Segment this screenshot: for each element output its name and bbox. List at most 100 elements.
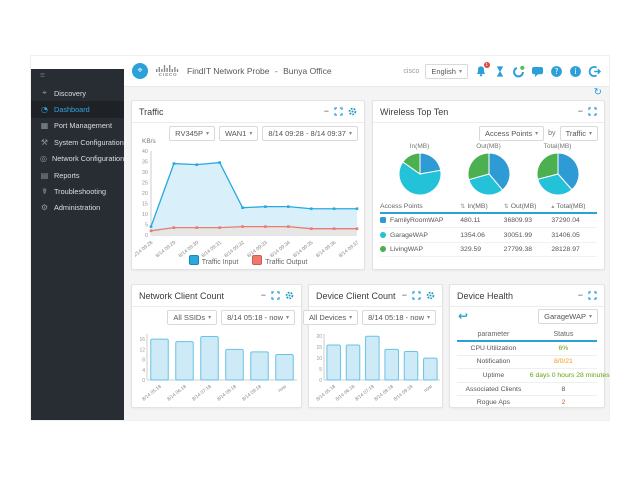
pie-chart: Out(MB) bbox=[467, 143, 511, 196]
date-range-select[interactable]: 8/14 05:18 - now bbox=[221, 310, 295, 325]
status-cell: 2 bbox=[529, 395, 597, 410]
status-cell: 8 bbox=[529, 382, 597, 397]
sidebar-item-label: Administration bbox=[54, 203, 101, 213]
administration-icon: ⚙ bbox=[40, 203, 49, 213]
date-range-select[interactable]: 8/14 05:18 - now bbox=[362, 310, 436, 325]
cisco-logo: CISCO bbox=[156, 64, 180, 78]
traffic-filters: RV345P WAN1 8/14 09:28 - 8/14 09:37 bbox=[169, 126, 358, 141]
settings-gear-icon[interactable] bbox=[426, 291, 435, 300]
sidebar-item-administration[interactable]: ⚙ Administration bbox=[31, 200, 124, 216]
traffic-panel: Traffic − RV345P WAN1 8/14 09:28 - 8/14 … bbox=[131, 100, 365, 270]
svg-text:8/14 06:18: 8/14 06:18 bbox=[166, 384, 188, 403]
notifications-bell-icon[interactable]: 1 bbox=[474, 61, 490, 78]
value-cell: 30051.99 bbox=[503, 227, 552, 243]
value-cell: 36809.93 bbox=[503, 213, 552, 229]
wireless-filters: Access Points by Traffic bbox=[479, 126, 598, 141]
parameter-cell: Uptime bbox=[457, 368, 530, 383]
sort-icon: ▴ bbox=[551, 203, 555, 210]
sidebar-item-label: Dashboard bbox=[54, 105, 90, 115]
app-window: ⌖ CISCO FindIT Network Probe - Bunya Off… bbox=[30, 55, 610, 421]
svg-text:20: 20 bbox=[316, 334, 322, 340]
sidebar-item-reports[interactable]: ▤ Reports bbox=[31, 167, 124, 183]
header-actions: cisco English 1 ? i bbox=[403, 61, 601, 79]
settings-gear-icon[interactable] bbox=[285, 291, 294, 300]
cisco-bars-icon bbox=[156, 64, 179, 72]
sidebar-item-discovery[interactable]: ⌖ Discovery bbox=[31, 85, 124, 101]
health-device-select[interactable]: GarageWAP bbox=[538, 309, 598, 324]
device-client-count-panel: Device Client Count − All Devices 8/14 0… bbox=[303, 284, 443, 408]
parameter-cell: Associated Clients bbox=[457, 382, 530, 397]
svg-text:10: 10 bbox=[316, 356, 322, 362]
collapse-icon[interactable]: − bbox=[323, 106, 329, 116]
svg-text:i: i bbox=[574, 67, 576, 76]
column-header[interactable]: ⇅ In(MB) bbox=[460, 201, 504, 214]
expand-icon[interactable] bbox=[412, 291, 421, 300]
status-cell: 6 days 0 hours 28 minutes bbox=[529, 368, 610, 383]
access-point-name: LivingWAP bbox=[380, 242, 461, 258]
status-cell: 8/0/21 bbox=[529, 355, 597, 370]
update-status-icon[interactable] bbox=[512, 65, 525, 78]
health-table-header-row: parameter Status bbox=[457, 329, 597, 342]
sidebar-item-troubleshooting[interactable]: ☤ Troubleshooting bbox=[31, 183, 124, 199]
sidebar-item-label: Network Configuration bbox=[51, 154, 125, 164]
expand-icon[interactable] bbox=[588, 107, 597, 116]
settings-gear-icon[interactable] bbox=[348, 107, 357, 116]
table-row: FamilyRoomWAP 480.11 36809.93 37290.04 bbox=[380, 213, 597, 229]
value-cell: 1354.06 bbox=[460, 227, 504, 243]
system-config-icon: ⚒ bbox=[40, 137, 49, 147]
feedback-chat-icon[interactable] bbox=[531, 65, 544, 78]
svg-text:8: 8 bbox=[142, 358, 145, 364]
sidebar-item-label: System Configuration bbox=[54, 137, 124, 147]
svg-text:4: 4 bbox=[142, 368, 145, 374]
pie-title: Out(MB) bbox=[476, 143, 501, 150]
help-icon[interactable]: ? bbox=[550, 65, 563, 78]
ssid-select[interactable]: All SSIDs bbox=[167, 310, 218, 325]
sidebar-nav: ⌖ Discovery ◔ Dashboard ▦ Port Management ⚒ Sys… bbox=[31, 85, 124, 216]
expand-icon[interactable] bbox=[271, 291, 280, 300]
column-header[interactable]: ⇅ Out(MB) bbox=[503, 201, 552, 214]
table-row: LivingWAP 329.59 27799.38 28128.97 bbox=[380, 242, 597, 258]
svg-text:8/14 07:18: 8/14 07:18 bbox=[191, 384, 213, 403]
pie-chart: Total(MB) bbox=[536, 143, 580, 196]
date-range-select[interactable]: 8/14 09:28 - 8/14 09:37 bbox=[262, 126, 358, 141]
logout-icon[interactable] bbox=[588, 65, 601, 78]
expand-icon[interactable] bbox=[334, 107, 343, 116]
svg-text:8/14 08:18: 8/14 08:18 bbox=[216, 384, 238, 403]
collapse-icon[interactable]: − bbox=[577, 106, 583, 116]
sidebar-item-system-configuration[interactable]: ⚒ System Configuration bbox=[31, 134, 124, 150]
back-arrow-icon[interactable]: ↩ bbox=[458, 309, 469, 323]
language-select[interactable]: English bbox=[425, 63, 468, 79]
site-name: Bunya Office bbox=[283, 66, 332, 76]
interface-select[interactable]: WAN1 bbox=[219, 126, 259, 141]
entity-select[interactable]: Access Points bbox=[479, 126, 545, 141]
pending-hourglass-icon[interactable] bbox=[493, 65, 506, 78]
refresh-icon[interactable]: ↻ bbox=[593, 87, 602, 98]
value-cell: 480.11 bbox=[460, 213, 504, 229]
device-clients-title: Device Client Count bbox=[316, 290, 396, 301]
value-cell: 28128.97 bbox=[551, 242, 597, 258]
metric-select[interactable]: Traffic bbox=[559, 126, 598, 141]
sidebar-item-dashboard[interactable]: ◔ Dashboard bbox=[31, 101, 124, 118]
sidebar-item-label: Troubleshooting bbox=[54, 187, 107, 197]
device-select[interactable]: All Devices bbox=[303, 310, 359, 325]
by-label: by bbox=[548, 130, 556, 137]
series-color-marker bbox=[380, 217, 386, 224]
collapse-icon[interactable]: − bbox=[577, 290, 583, 300]
device-health-table: parameter Status CPU Utilization 6% Notific… bbox=[457, 329, 610, 410]
collapse-icon[interactable]: − bbox=[401, 290, 407, 300]
expand-icon[interactable] bbox=[588, 291, 597, 300]
svg-text:10: 10 bbox=[142, 212, 148, 218]
svg-text:8/14 09:18: 8/14 09:18 bbox=[393, 384, 415, 403]
menu-toggle-icon[interactable]: ☰ bbox=[40, 73, 45, 79]
column-header[interactable]: Access Points bbox=[380, 201, 461, 214]
svg-text:?: ? bbox=[555, 67, 559, 76]
sidebar-item-network-configuration[interactable]: ◎ Network Configuration bbox=[31, 151, 124, 167]
sidebar-item-port-management[interactable]: ▦ Port Management bbox=[31, 118, 124, 134]
cisco-logo-text: CISCO bbox=[158, 72, 178, 78]
device-select[interactable]: RV345P bbox=[169, 126, 215, 141]
column-header[interactable]: ▴ Total(MB) bbox=[551, 201, 597, 214]
collapse-icon[interactable]: − bbox=[260, 290, 266, 300]
info-icon[interactable]: i bbox=[569, 65, 582, 78]
